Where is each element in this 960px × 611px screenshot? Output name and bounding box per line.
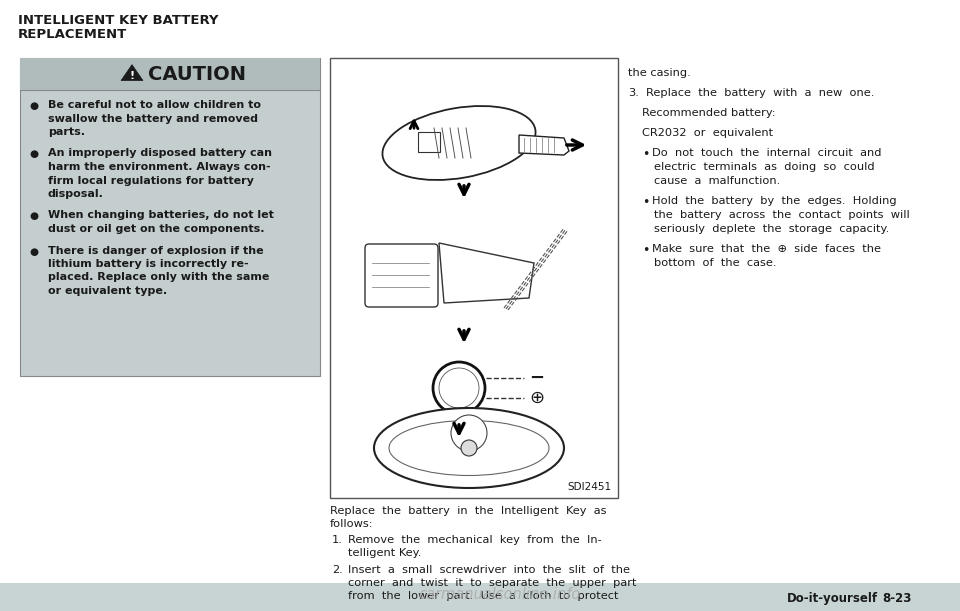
Text: Recommended battery:: Recommended battery: <box>642 108 776 118</box>
Text: 3.: 3. <box>628 88 638 98</box>
Text: REPLACEMENT: REPLACEMENT <box>18 28 128 41</box>
FancyBboxPatch shape <box>0 583 960 611</box>
Text: Replace  the  battery  with  a  new  one.: Replace the battery with a new one. <box>646 88 875 98</box>
Text: ●: ● <box>30 211 38 222</box>
Circle shape <box>433 362 485 414</box>
Text: harm the environment. Always con-: harm the environment. Always con- <box>48 162 271 172</box>
Text: bottom  of  the  case.: bottom of the case. <box>654 258 777 268</box>
Text: Do  not  touch  the  internal  circuit  and: Do not touch the internal circuit and <box>652 148 881 158</box>
Text: seriously  deplete  the  storage  capacity.: seriously deplete the storage capacity. <box>654 224 889 234</box>
Text: •: • <box>642 148 649 161</box>
Text: telligent Key.: telligent Key. <box>348 548 421 558</box>
Text: −: − <box>529 369 544 387</box>
Text: from  the  lower  part.  Use  a  cloth  to  protect: from the lower part. Use a cloth to prot… <box>348 591 618 601</box>
Text: Make  sure  that  the  ⊕  side  faces  the: Make sure that the ⊕ side faces the <box>652 244 881 254</box>
Text: firm local regulations for battery: firm local regulations for battery <box>48 175 253 186</box>
Text: Replace  the  battery  in  the  Intelligent  Key  as: Replace the battery in the Intelligent K… <box>330 506 607 516</box>
Polygon shape <box>439 243 534 303</box>
Text: lithium battery is incorrectly re-: lithium battery is incorrectly re- <box>48 259 249 269</box>
Text: !: ! <box>130 71 134 81</box>
Text: ●: ● <box>30 101 38 111</box>
Text: An improperly disposed battery can: An improperly disposed battery can <box>48 148 272 158</box>
Text: placed. Replace only with the same: placed. Replace only with the same <box>48 273 270 282</box>
Text: carmanualsonline.info: carmanualsonline.info <box>419 587 581 602</box>
FancyBboxPatch shape <box>365 244 438 307</box>
Text: corner  and  twist  it  to  separate  the  upper  part: corner and twist it to separate the uppe… <box>348 578 636 588</box>
Text: There is danger of explosion if the: There is danger of explosion if the <box>48 246 264 255</box>
Text: dust or oil get on the components.: dust or oil get on the components. <box>48 224 265 234</box>
Text: swallow the battery and removed: swallow the battery and removed <box>48 114 258 123</box>
Text: CR2032  or  equivalent: CR2032 or equivalent <box>642 128 773 138</box>
Text: disposal.: disposal. <box>48 189 104 199</box>
Text: 1.: 1. <box>332 535 343 545</box>
Text: •: • <box>642 196 649 209</box>
Text: SDI2451: SDI2451 <box>568 482 612 492</box>
FancyBboxPatch shape <box>20 58 320 90</box>
FancyBboxPatch shape <box>418 132 440 152</box>
Ellipse shape <box>374 408 564 488</box>
Text: electric  terminals  as  doing  so  could: electric terminals as doing so could <box>654 162 875 172</box>
FancyBboxPatch shape <box>20 58 320 376</box>
Text: ●: ● <box>30 246 38 257</box>
Polygon shape <box>519 135 569 155</box>
Text: When changing batteries, do not let: When changing batteries, do not let <box>48 211 274 221</box>
Text: •: • <box>642 244 649 257</box>
Polygon shape <box>121 65 143 81</box>
Text: the casing.: the casing. <box>628 68 691 78</box>
Text: ⊕: ⊕ <box>529 389 544 407</box>
Text: the  battery  across  the  contact  points  will: the battery across the contact points wi… <box>654 210 910 220</box>
Text: Be careful not to allow children to: Be careful not to allow children to <box>48 100 261 110</box>
Text: cause  a  malfunction.: cause a malfunction. <box>654 176 780 186</box>
Text: Hold  the  battery  by  the  edges.  Holding: Hold the battery by the edges. Holding <box>652 196 897 206</box>
Circle shape <box>461 440 477 456</box>
Ellipse shape <box>389 420 549 475</box>
Ellipse shape <box>382 106 536 180</box>
Text: ●: ● <box>30 150 38 159</box>
FancyBboxPatch shape <box>330 58 618 498</box>
Text: parts.: parts. <box>48 127 85 137</box>
Text: 8-23: 8-23 <box>882 592 911 605</box>
Text: 2.: 2. <box>332 565 343 575</box>
Text: INTELLIGENT KEY BATTERY: INTELLIGENT KEY BATTERY <box>18 14 219 27</box>
Text: CAUTION: CAUTION <box>148 65 246 84</box>
Text: Insert  a  small  screwdriver  into  the  slit  of  the: Insert a small screwdriver into the slit… <box>348 565 630 575</box>
Text: or equivalent type.: or equivalent type. <box>48 286 167 296</box>
Text: follows:: follows: <box>330 519 373 529</box>
Circle shape <box>451 415 487 451</box>
Circle shape <box>439 368 479 408</box>
Text: Remove  the  mechanical  key  from  the  In-: Remove the mechanical key from the In- <box>348 535 602 545</box>
Text: Do-it-yourself: Do-it-yourself <box>787 592 878 605</box>
